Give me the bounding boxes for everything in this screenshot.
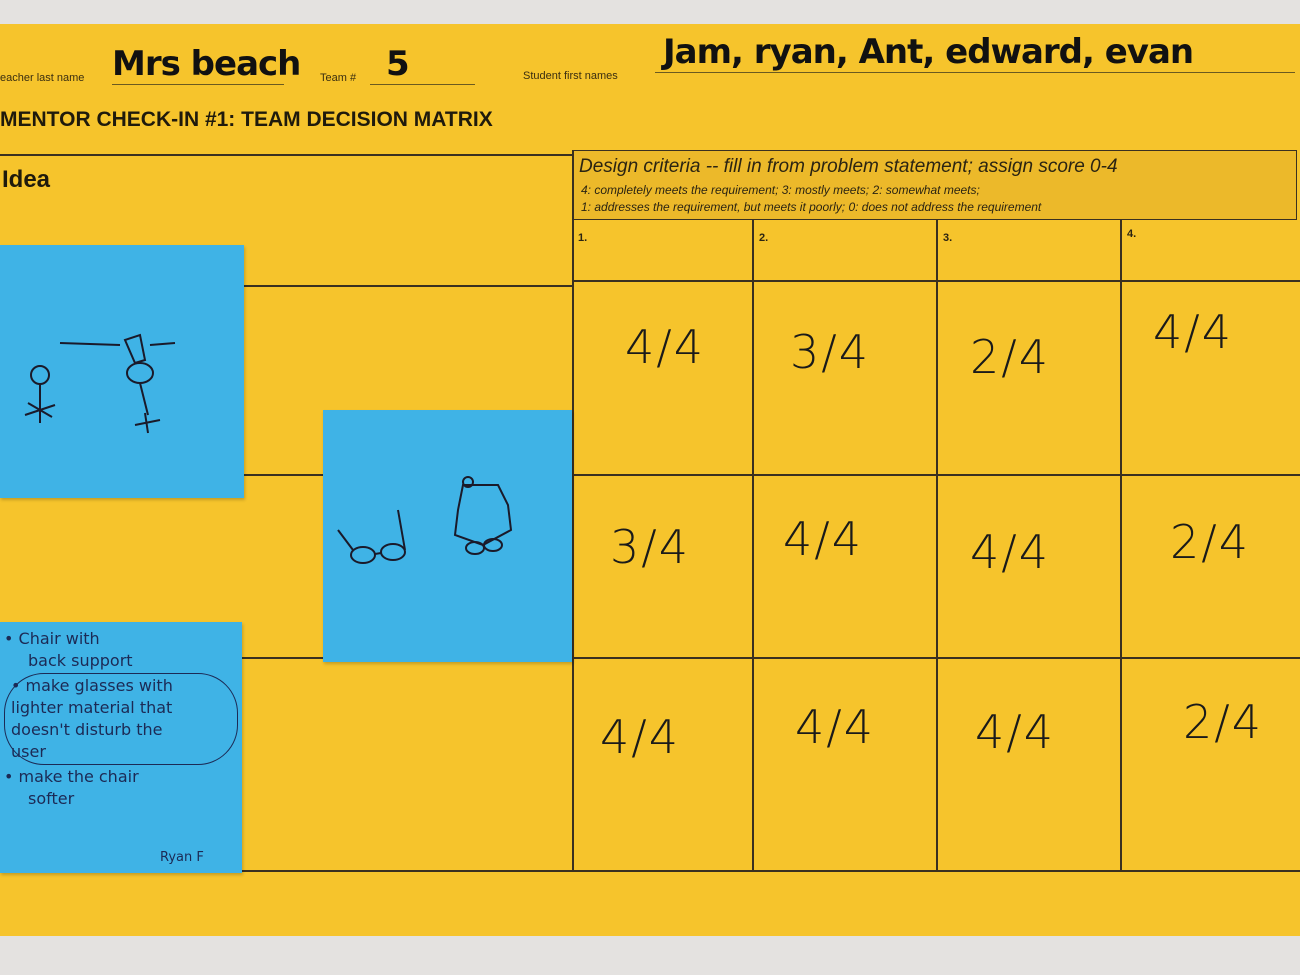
score-r1-c2: 3/4 xyxy=(789,325,871,379)
grid-line xyxy=(0,657,1300,659)
grid-line xyxy=(0,474,1300,476)
score-r3-c4: 2/4 xyxy=(1182,695,1264,749)
idea-line: • Chair with xyxy=(4,629,100,648)
idea-line: doesn't disturb the xyxy=(11,720,163,739)
score-r1-c1: 4/4 xyxy=(624,320,706,374)
column-1-label: 1. xyxy=(578,232,588,244)
grid-line xyxy=(936,220,938,870)
sticky-note-chair-sketch xyxy=(0,245,244,498)
idea-line: back support xyxy=(28,651,133,670)
sticky-note-ideas-list: • Chair with back support • make glasses… xyxy=(0,622,242,873)
score-r3-c1: 4/4 xyxy=(599,710,681,764)
student-names: Jam, ryan, Ant, edward, evan xyxy=(655,32,1295,73)
grid-line xyxy=(1120,220,1122,870)
idea-line: lighter material that xyxy=(11,698,173,717)
column-2-label: 2. xyxy=(759,232,769,244)
idea-header: Idea xyxy=(2,166,51,193)
grid-line xyxy=(752,220,754,870)
column-3-label: 3. xyxy=(943,232,953,244)
score-r2-c4: 2/4 xyxy=(1169,515,1251,569)
team-number: 5 xyxy=(370,44,475,85)
idea-line: • make glasses with xyxy=(11,676,173,695)
students-label: Student first names xyxy=(523,70,618,82)
grid-line xyxy=(0,870,1300,872)
glasses-sketch-icon xyxy=(337,476,513,564)
teacher-label: eacher last name xyxy=(0,72,85,84)
idea-line: softer xyxy=(28,789,75,808)
note-signature: Ryan F xyxy=(160,850,204,865)
score-r3-c2: 4/4 xyxy=(794,700,876,754)
grid-line xyxy=(0,154,572,156)
idea-line: • make the chair xyxy=(4,767,139,786)
criteria-header: Design criteria -- fill in from problem … xyxy=(579,156,1118,177)
grid-line xyxy=(572,150,574,870)
criteria-scale-1: 4: completely meets the requirement; 3: … xyxy=(581,183,980,197)
teacher-name: Mrs beach xyxy=(112,44,301,85)
score-r3-c3: 4/4 xyxy=(974,705,1056,759)
team-label: Team # xyxy=(320,72,357,84)
column-4-label: 4. xyxy=(1127,228,1137,240)
score-r1-c3: 2/4 xyxy=(969,330,1051,384)
sheet-title: MENTOR CHECK-IN #1: TEAM DECISION MATRIX xyxy=(0,108,493,131)
score-r2-c3: 4/4 xyxy=(969,525,1051,579)
score-r2-c2: 4/4 xyxy=(782,512,864,566)
chair-sketch-icon xyxy=(24,333,176,434)
criteria-header-box: Design criteria -- fill in from problem … xyxy=(572,150,1297,220)
criteria-scale-2: 1: addresses the requirement, but meets … xyxy=(581,200,1042,214)
idea-line: user xyxy=(11,742,46,761)
grid-line xyxy=(0,285,572,287)
score-r2-c1: 3/4 xyxy=(609,520,691,574)
sticky-note-glasses-sketch xyxy=(323,410,572,662)
ideas-list: • Chair with back support • make glasses… xyxy=(4,628,238,810)
score-r1-c4: 4/4 xyxy=(1152,305,1234,359)
